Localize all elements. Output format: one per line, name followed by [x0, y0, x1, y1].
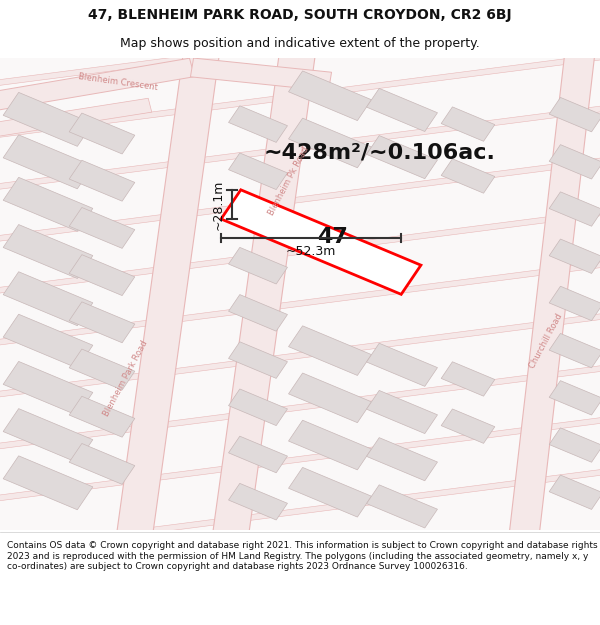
Polygon shape	[0, 51, 600, 141]
Polygon shape	[367, 391, 437, 434]
Polygon shape	[367, 88, 437, 131]
Polygon shape	[289, 468, 371, 517]
Polygon shape	[441, 159, 495, 193]
Text: Churchill Road: Churchill Road	[528, 312, 564, 370]
Polygon shape	[69, 160, 135, 201]
Polygon shape	[229, 106, 287, 142]
Polygon shape	[289, 420, 371, 470]
Polygon shape	[114, 33, 222, 555]
Polygon shape	[3, 224, 93, 279]
Polygon shape	[0, 414, 600, 504]
Polygon shape	[289, 326, 371, 376]
Polygon shape	[3, 361, 93, 416]
Polygon shape	[549, 381, 600, 415]
Polygon shape	[229, 436, 287, 472]
Polygon shape	[441, 362, 495, 396]
Polygon shape	[0, 258, 600, 349]
Polygon shape	[229, 389, 287, 426]
Polygon shape	[441, 107, 495, 141]
Text: Contains OS data © Crown copyright and database right 2021. This information is : Contains OS data © Crown copyright and d…	[7, 541, 598, 571]
Text: Blenheim Park Road: Blenheim Park Road	[102, 339, 150, 418]
Text: ~52.3m: ~52.3m	[286, 245, 337, 258]
Polygon shape	[289, 118, 371, 168]
Polygon shape	[69, 444, 135, 484]
Polygon shape	[221, 190, 421, 294]
Polygon shape	[69, 396, 135, 437]
Polygon shape	[3, 314, 93, 368]
Polygon shape	[229, 200, 287, 237]
Text: 47: 47	[317, 228, 349, 248]
Polygon shape	[0, 0, 600, 89]
Polygon shape	[0, 154, 600, 245]
Text: Blenheim Crescent: Blenheim Crescent	[78, 72, 158, 92]
Polygon shape	[549, 239, 600, 274]
Polygon shape	[229, 153, 287, 189]
Polygon shape	[0, 362, 600, 452]
Text: ~28.1m: ~28.1m	[212, 179, 224, 229]
Polygon shape	[229, 342, 287, 378]
Polygon shape	[69, 302, 135, 343]
Polygon shape	[3, 135, 93, 189]
Polygon shape	[190, 58, 332, 91]
Polygon shape	[69, 113, 135, 154]
Polygon shape	[229, 483, 287, 520]
Polygon shape	[367, 343, 437, 386]
Polygon shape	[549, 192, 600, 226]
Polygon shape	[229, 248, 287, 284]
Text: Blenheim Pk Road: Blenheim Pk Road	[267, 145, 311, 216]
Polygon shape	[367, 136, 437, 179]
Polygon shape	[549, 98, 600, 132]
Polygon shape	[0, 466, 600, 556]
Polygon shape	[3, 456, 93, 510]
Polygon shape	[549, 475, 600, 509]
Polygon shape	[441, 409, 495, 443]
Polygon shape	[367, 438, 437, 481]
Polygon shape	[3, 409, 93, 462]
Polygon shape	[507, 33, 597, 554]
Polygon shape	[229, 294, 287, 331]
Polygon shape	[549, 334, 600, 368]
Polygon shape	[69, 349, 135, 390]
Polygon shape	[3, 272, 93, 326]
Polygon shape	[289, 373, 371, 423]
Polygon shape	[0, 58, 194, 114]
Polygon shape	[367, 485, 437, 528]
Polygon shape	[289, 71, 371, 121]
Polygon shape	[3, 92, 93, 146]
Polygon shape	[549, 144, 600, 179]
Polygon shape	[0, 206, 600, 297]
Polygon shape	[69, 254, 135, 296]
Polygon shape	[0, 98, 152, 141]
Polygon shape	[0, 102, 600, 193]
Text: ~428m²/~0.106ac.: ~428m²/~0.106ac.	[264, 142, 496, 162]
Text: 47, BLENHEIM PARK ROAD, SOUTH CROYDON, CR2 6BJ: 47, BLENHEIM PARK ROAD, SOUTH CROYDON, C…	[88, 8, 512, 21]
Polygon shape	[549, 286, 600, 321]
Polygon shape	[0, 310, 600, 401]
Polygon shape	[549, 428, 600, 462]
Polygon shape	[210, 33, 318, 555]
Polygon shape	[69, 208, 135, 248]
Text: Map shows position and indicative extent of the property.: Map shows position and indicative extent…	[120, 37, 480, 50]
Polygon shape	[3, 177, 93, 231]
